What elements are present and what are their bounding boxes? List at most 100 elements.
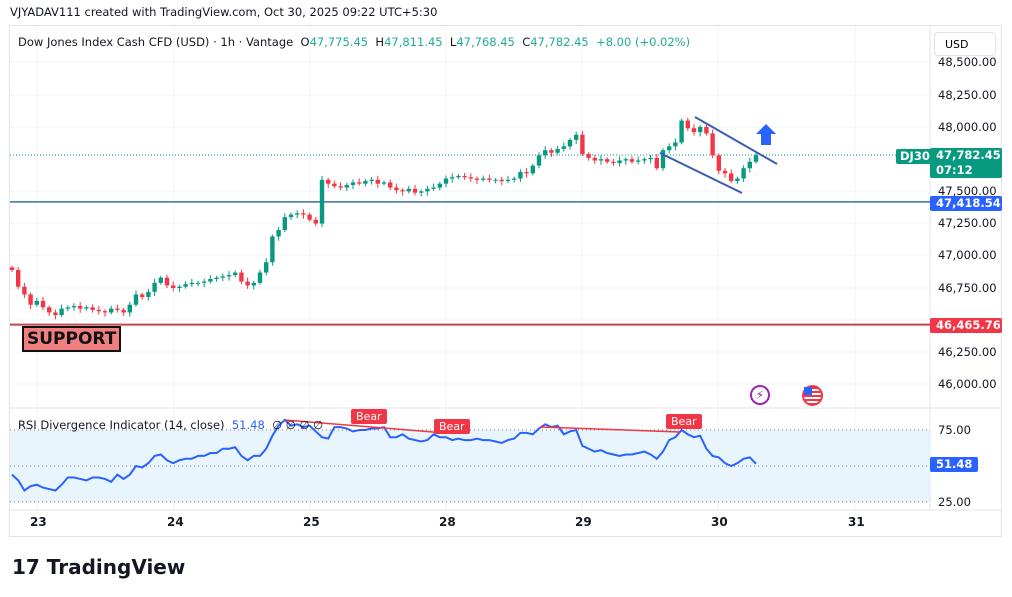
time-tick: 31 — [848, 515, 865, 529]
candle-body — [9, 267, 15, 270]
candle-body — [47, 307, 52, 313]
candle-body — [257, 272, 263, 283]
candle-body — [735, 178, 740, 182]
candle-body — [171, 285, 176, 288]
candle-body — [425, 188, 430, 192]
time-tick: 30 — [711, 515, 728, 529]
price-tick: 48,250.00 — [938, 88, 997, 102]
candle-body — [140, 294, 145, 298]
symbol-title: Dow Jones Index Cash CFD (USD) · 1h · Va… — [18, 35, 294, 49]
candle-body — [233, 272, 238, 276]
candle-body — [375, 179, 380, 184]
candle-body — [338, 186, 343, 188]
open-label: O — [300, 35, 310, 49]
candle-body — [636, 160, 641, 162]
candle-body — [499, 179, 504, 182]
candle-body — [419, 191, 424, 193]
candle-body — [431, 187, 436, 189]
support-label: SUPPORT — [22, 326, 122, 352]
candle-body — [319, 179, 325, 224]
blue-line-price-tag: 47,418.54 — [930, 196, 1002, 211]
candle-body — [530, 165, 535, 174]
candle-body — [28, 294, 33, 305]
open-value: 47,775.45 — [309, 35, 369, 49]
candle-body — [481, 178, 486, 180]
rsi-title: RSI Divergence Indicator (14, close) — [18, 418, 225, 432]
candle-body — [412, 188, 418, 193]
candle-body — [208, 278, 213, 282]
candle-body — [152, 282, 157, 292]
candle-body — [96, 309, 101, 312]
candle-body — [660, 150, 666, 169]
candle-body — [642, 159, 647, 161]
currency-button[interactable]: USD — [934, 32, 996, 56]
credit-line: VJYADAV111 created with TradingView.com,… — [10, 5, 438, 19]
candle-body — [71, 306, 77, 308]
price-tick: 46,750.00 — [938, 281, 997, 295]
candle-body — [282, 217, 287, 231]
candle-body — [102, 311, 108, 313]
candle-body — [295, 213, 300, 215]
last-price: 47,782.45 — [936, 148, 1001, 162]
us-flag-icon[interactable] — [802, 385, 823, 406]
candle-body — [90, 307, 95, 310]
rsi-value: 51.48 — [231, 418, 265, 432]
bear-label: Bear — [351, 409, 387, 424]
candle-body — [729, 173, 734, 182]
high-label: H — [375, 35, 385, 49]
lightning-icon[interactable]: ⚡ — [750, 385, 770, 405]
candle-body — [245, 281, 250, 286]
rsi-tick: 25.00 — [938, 495, 971, 509]
logo-text: TradingView — [46, 555, 186, 579]
rsi-value-tag: 51.48 — [930, 457, 979, 472]
candle-body — [59, 308, 64, 316]
candle-body — [592, 157, 597, 161]
candle-body — [704, 127, 709, 134]
candle-body — [146, 291, 151, 298]
candle-body — [276, 230, 281, 237]
candle-body — [667, 146, 672, 151]
candle-body — [363, 181, 368, 184]
candle-body — [183, 284, 188, 287]
candle-body — [648, 157, 653, 160]
candle-body — [388, 182, 393, 188]
bear-label: Bear — [434, 419, 470, 434]
candle-body — [487, 178, 492, 180]
candle-body — [679, 120, 684, 143]
symbol-legend: Dow Jones Index Cash CFD (USD) · 1h · Va… — [18, 35, 690, 49]
candle-body — [158, 277, 163, 283]
candle-body — [698, 127, 703, 133]
candle-body — [450, 177, 455, 179]
candle-body — [505, 179, 511, 182]
time-tick: 28 — [439, 515, 456, 529]
candle-body — [462, 175, 467, 178]
candle-body — [474, 178, 480, 180]
candle-body — [16, 269, 21, 287]
candle-body — [617, 160, 622, 164]
close-label: C — [522, 35, 531, 49]
candle-body — [350, 182, 356, 185]
candle-body — [344, 184, 349, 188]
tradingview-logo[interactable]: 𝟭𝟳 TradingView — [12, 555, 185, 579]
change-value: +8.00 (+0.02%) — [596, 35, 691, 49]
low-label: L — [449, 35, 457, 49]
candle-body — [753, 155, 759, 162]
candle-body — [567, 139, 573, 147]
high-value: 47,811.45 — [384, 35, 443, 49]
candle-body — [654, 157, 659, 169]
candle-body — [611, 161, 616, 164]
candle-body — [381, 182, 387, 184]
time-tick: 25 — [303, 515, 320, 529]
candle-body — [189, 282, 194, 285]
candle-body — [691, 128, 697, 133]
candle-body — [586, 154, 591, 158]
candle-body — [264, 262, 269, 273]
chart-frame — [9, 25, 1002, 537]
candle-body — [574, 134, 579, 140]
candle-body — [673, 142, 678, 147]
channel-upper-line — [694, 116, 778, 165]
candle-body — [518, 172, 523, 179]
candle-body — [629, 159, 635, 162]
